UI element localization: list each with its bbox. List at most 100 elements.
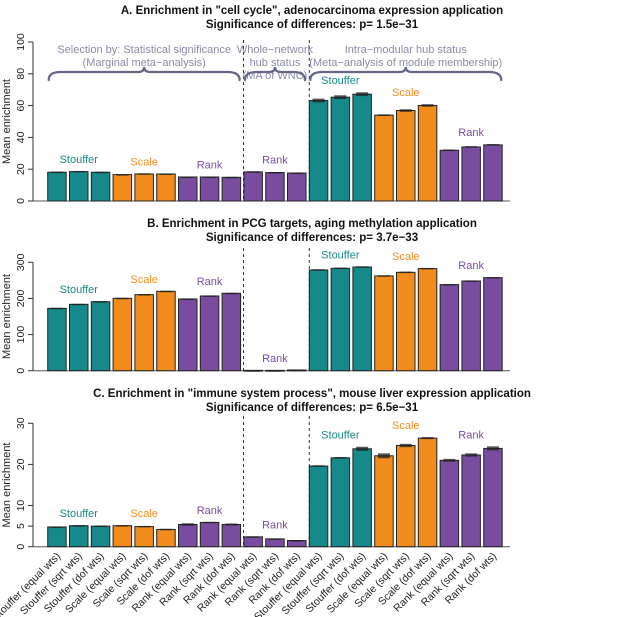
error-bar xyxy=(225,176,238,179)
y-tick-label: 60 xyxy=(15,100,27,112)
error-bar xyxy=(443,284,456,286)
group-label-stouffer: Stouffer xyxy=(321,75,360,87)
bar-stouffer xyxy=(330,96,351,202)
bar-rank xyxy=(221,292,242,372)
group-label-stouffer: Stouffer xyxy=(60,284,99,296)
error-bar xyxy=(290,172,303,175)
group-label-scale: Scale xyxy=(392,251,420,263)
bar-stouffer xyxy=(352,448,372,548)
bar-scale xyxy=(134,526,154,548)
panel-b: B. Enrichment in PCG targets, aging meth… xyxy=(1,218,510,374)
bar-rank xyxy=(439,284,460,372)
error-bar xyxy=(159,173,172,175)
error-bar xyxy=(443,149,456,152)
bar-scale xyxy=(112,297,133,372)
y-tick-label: 40 xyxy=(15,131,27,143)
error-bar xyxy=(421,267,434,270)
group-label-rank: Rank xyxy=(262,353,288,365)
bar-rank xyxy=(243,536,263,548)
y-tick-label: 20 xyxy=(15,458,27,470)
group-label-rank: Rank xyxy=(262,519,288,531)
group-label-scale: Scale xyxy=(392,87,420,99)
panel-subtitle: Significance of differences: p= 1.5e−31 xyxy=(206,19,419,31)
error-bar xyxy=(486,277,499,279)
y-tick-label: 0 xyxy=(15,544,27,550)
bar-scale xyxy=(374,455,394,548)
bar-rank xyxy=(265,538,285,548)
bar-scale xyxy=(417,268,438,372)
error-bar xyxy=(94,301,107,303)
error-bar xyxy=(443,458,456,462)
panel-a: A. Enrichment in "cell cycle", adenocarc… xyxy=(1,5,510,204)
group-label-stouffer: Stouffer xyxy=(60,508,99,520)
bar-rank xyxy=(221,523,242,548)
group-label-rank: Rank xyxy=(458,429,484,441)
error-bar xyxy=(399,443,412,448)
error-bar xyxy=(138,173,151,175)
error-bar xyxy=(421,437,434,440)
bar-scale xyxy=(112,174,133,202)
group-label-rank: Rank xyxy=(197,276,223,288)
error-bar xyxy=(486,446,499,451)
panel-title: B. Enrichment in PCG targets, aging meth… xyxy=(147,218,477,230)
annotation-text: (Meta−analysis of module membership) xyxy=(309,57,502,69)
bar-scale xyxy=(417,104,438,202)
y-tick-label: 100 xyxy=(15,33,27,51)
bar-rank xyxy=(178,523,198,548)
bar-rank xyxy=(199,176,220,202)
error-bar xyxy=(94,525,107,528)
error-bar xyxy=(181,298,194,300)
bar-scale xyxy=(134,294,154,372)
group-label-rank: Rank xyxy=(262,154,288,166)
error-bar xyxy=(116,297,129,300)
bar-scale xyxy=(396,445,416,548)
bar-stouffer xyxy=(47,307,67,372)
error-bar xyxy=(465,280,478,282)
error-bar xyxy=(50,307,63,310)
error-bar xyxy=(334,95,347,100)
error-bar xyxy=(486,144,499,146)
y-tick-label: 30 xyxy=(15,417,27,429)
error-bar xyxy=(138,525,151,528)
error-bar xyxy=(290,540,303,542)
y-axis-label: Mean enrichment xyxy=(1,79,13,164)
error-bar xyxy=(159,528,172,531)
y-tick-label: 10 xyxy=(15,500,27,512)
annotation-text: (Marginal meta−analysis) xyxy=(83,57,206,69)
y-tick-label: 5 xyxy=(15,523,27,529)
y-tick-label: 0 xyxy=(15,368,27,374)
error-bar xyxy=(72,525,85,527)
annotation-text: Intra−modular hub status xyxy=(345,44,467,56)
bar-stouffer xyxy=(69,525,89,548)
error-bar xyxy=(247,370,260,372)
error-bar xyxy=(465,453,478,457)
y-tick-label: 80 xyxy=(15,68,27,80)
error-bar xyxy=(116,174,129,176)
error-bar xyxy=(356,92,369,97)
y-tick-label: 100 xyxy=(15,326,27,344)
error-bar xyxy=(94,171,107,174)
error-bar xyxy=(50,526,63,529)
group-label-rank: Rank xyxy=(197,160,223,172)
error-bar xyxy=(159,290,172,293)
bar-rank xyxy=(243,171,263,202)
bar-scale xyxy=(156,173,176,202)
panel-c: C. Enrichment in "immune system process"… xyxy=(0,388,531,617)
panel-subtitle: Significance of differences: p= 3.7e−33 xyxy=(206,232,418,244)
bar-stouffer xyxy=(352,266,372,372)
brace xyxy=(243,66,307,82)
error-bar xyxy=(72,170,85,173)
error-bar xyxy=(247,536,260,538)
error-bar xyxy=(203,295,216,297)
bar-rank xyxy=(287,172,307,202)
group-label-stouffer: Stouffer xyxy=(321,430,360,442)
bar-stouffer xyxy=(69,303,89,372)
error-bar xyxy=(138,294,151,296)
error-bar xyxy=(356,266,369,268)
bar-rank xyxy=(265,172,285,202)
bar-scale xyxy=(374,114,394,202)
bar-stouffer xyxy=(330,457,351,548)
group-label-rank: Rank xyxy=(197,505,223,517)
error-bar xyxy=(399,109,412,112)
group-label-stouffer: Stouffer xyxy=(60,154,99,166)
